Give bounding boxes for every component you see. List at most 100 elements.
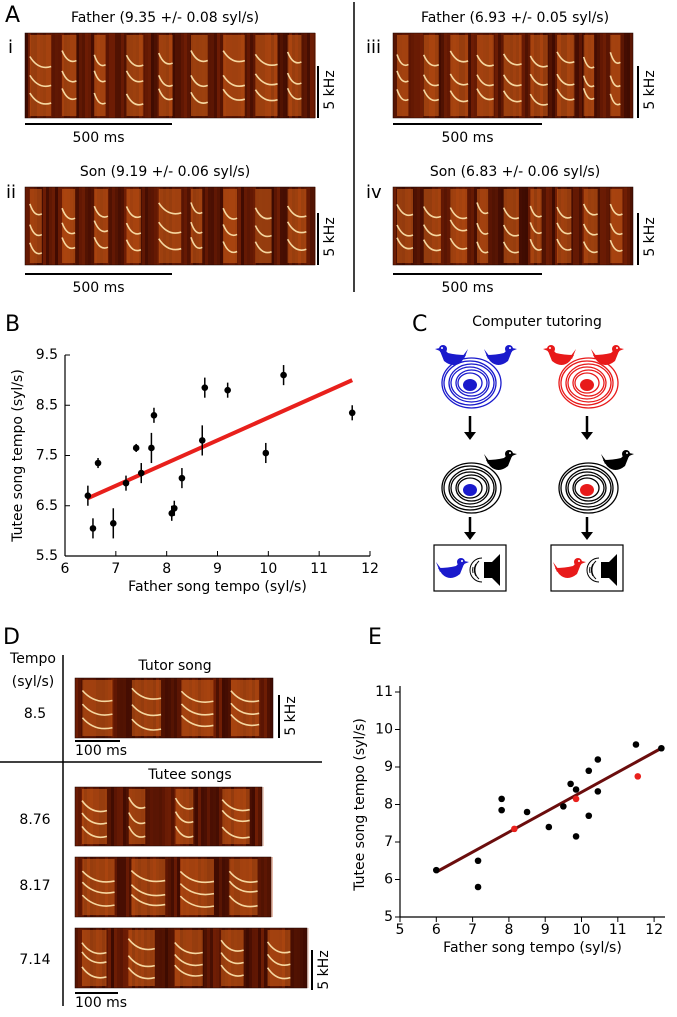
arrow-head [464, 532, 476, 540]
noise [468, 187, 471, 265]
noise [82, 33, 85, 118]
noise [79, 187, 82, 265]
noise [411, 33, 414, 118]
arrow-head [464, 432, 476, 440]
noise [121, 187, 124, 265]
noise [417, 187, 420, 265]
noise [471, 33, 474, 118]
noise [261, 928, 264, 988]
noise [627, 187, 630, 265]
noise [162, 678, 165, 738]
noise [603, 33, 606, 118]
data-point [433, 867, 440, 874]
y-tick-label: 5 [384, 909, 393, 925]
bird-head [457, 558, 465, 566]
noise [154, 33, 157, 118]
syllable [450, 35, 468, 116]
recording-numeral: iii [366, 37, 381, 58]
noise [108, 928, 111, 988]
noise [174, 678, 177, 738]
noise [147, 787, 150, 846]
noise [258, 857, 261, 917]
bird-eye [616, 347, 618, 349]
data-point [349, 409, 356, 416]
noise [123, 678, 126, 738]
noise [219, 787, 222, 846]
noise [165, 857, 168, 917]
noise [313, 33, 316, 118]
noise [270, 857, 273, 917]
noise [55, 33, 58, 118]
panel-label: B [5, 312, 20, 337]
data-point [151, 412, 158, 419]
noise [111, 787, 114, 846]
syllable [424, 189, 441, 263]
panel-label: D [3, 625, 20, 650]
recording-title: Son (6.83 +/- 0.06 syl/s) [430, 164, 600, 180]
noise [108, 787, 111, 846]
noise [468, 33, 471, 118]
bird-tail [570, 349, 576, 359]
bird-tail [484, 349, 490, 359]
noise [519, 187, 522, 265]
y-tick-label: 10 [375, 722, 393, 738]
noise [552, 33, 555, 118]
noise [603, 187, 606, 265]
panel-label: A [5, 3, 20, 28]
noise [75, 857, 78, 917]
x-tick-label: 11 [609, 922, 627, 938]
noise [313, 187, 316, 265]
tutee-title: Tutee songs [147, 767, 231, 783]
noise [159, 928, 162, 988]
noise [220, 33, 223, 118]
noise [181, 33, 184, 118]
noise [420, 33, 423, 118]
data-point [585, 812, 592, 819]
syllable [255, 35, 277, 116]
noise [114, 678, 117, 738]
noise [498, 187, 501, 265]
noise [630, 187, 633, 265]
data-point [498, 807, 505, 814]
noise [148, 33, 151, 118]
noise [300, 928, 303, 988]
data-point [199, 437, 206, 444]
y-tick-label: 7.5 [36, 448, 58, 464]
data-point [573, 833, 580, 840]
noise [145, 187, 148, 265]
data-point [262, 450, 269, 457]
noise [447, 33, 450, 118]
noise [208, 33, 211, 118]
noise [213, 787, 216, 846]
bird-head [505, 345, 513, 353]
noise [52, 33, 55, 118]
bird-head [547, 345, 555, 353]
noise [151, 33, 154, 118]
recording-title: Father (6.93 +/- 0.05 syl/s) [421, 10, 609, 26]
noise [214, 187, 217, 265]
data-point [179, 475, 186, 482]
noise [55, 187, 58, 265]
noise [301, 33, 304, 118]
noise [525, 33, 528, 118]
noise [82, 187, 85, 265]
bird-eye [578, 560, 580, 562]
noise [109, 187, 112, 265]
noise [408, 33, 411, 118]
noise [280, 187, 283, 265]
noise [195, 787, 198, 846]
bird-head [439, 345, 447, 353]
noise [291, 928, 294, 988]
noise [492, 187, 495, 265]
noise [217, 187, 220, 265]
spectrogram [393, 187, 633, 265]
x-tick-label: 7 [468, 922, 477, 938]
egg [463, 379, 477, 391]
y-axis-label: Tutee song tempo (syl/s) [352, 718, 368, 892]
noise [178, 33, 181, 118]
noise [217, 33, 220, 118]
noise [261, 857, 264, 917]
noise [123, 857, 126, 917]
noise [606, 187, 609, 265]
noise [91, 187, 94, 265]
